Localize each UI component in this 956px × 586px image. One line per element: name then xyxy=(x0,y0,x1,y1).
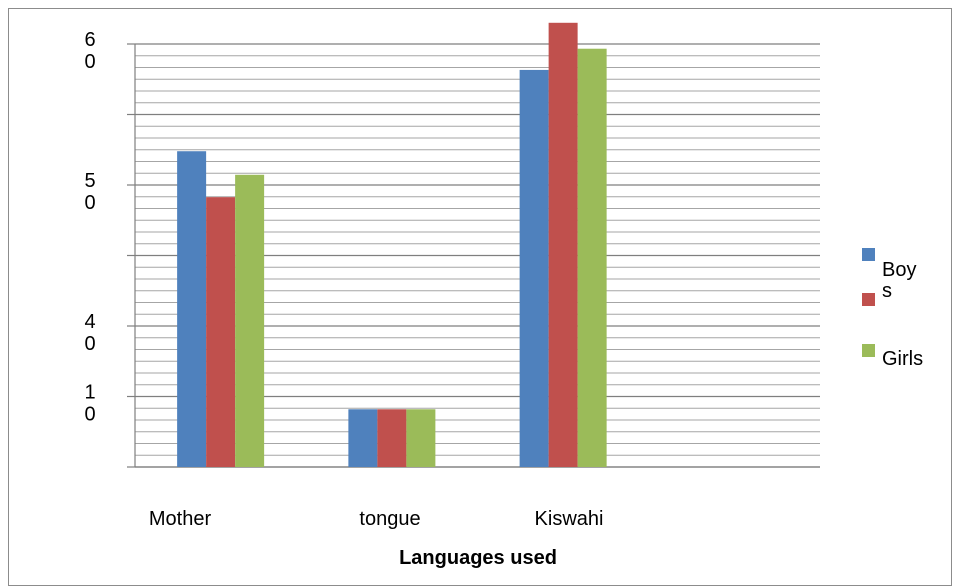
legend-label: Girls xyxy=(882,348,923,370)
bar xyxy=(377,409,407,467)
bar xyxy=(235,174,265,467)
bar xyxy=(406,409,436,467)
legend-swatch xyxy=(862,344,875,357)
x-category-label: tongue xyxy=(359,508,420,530)
legend-swatch xyxy=(862,248,875,261)
x-category-label: Mother xyxy=(149,508,212,530)
legend-label: Boy s xyxy=(882,259,916,302)
bar xyxy=(577,48,607,467)
bar xyxy=(348,409,378,467)
bar xyxy=(177,151,207,467)
bar xyxy=(548,22,578,468)
bar xyxy=(519,69,549,468)
x-axis-title: Languages used xyxy=(399,547,557,569)
chart-frame xyxy=(8,8,952,586)
legend-swatch xyxy=(862,293,875,306)
x-category-label: Kiswahi xyxy=(535,508,604,530)
bar xyxy=(206,197,236,468)
